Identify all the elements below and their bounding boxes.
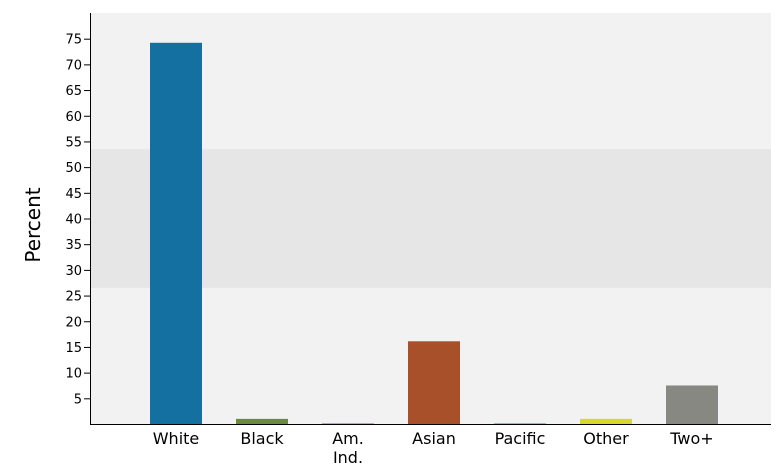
y-tick-label: 65	[65, 84, 82, 99]
bar-am-ind	[322, 423, 374, 424]
y-tick-label: 30	[65, 264, 82, 279]
x-category-label-line: Black	[240, 429, 284, 448]
y-tick-label: 75	[65, 33, 82, 48]
y-tick-label: 45	[65, 187, 82, 202]
y-tick-label: 5	[74, 392, 82, 407]
y-tick-label: 50	[65, 161, 82, 176]
x-category-label-line: Am.	[332, 429, 364, 448]
x-category-label-line: Ind.	[333, 448, 363, 467]
y-tick-label: 35	[65, 238, 82, 253]
y-tick-label: 60	[65, 110, 82, 125]
y-tick-label: 55	[65, 135, 82, 150]
bars	[150, 42, 718, 425]
y-tick-label: 20	[65, 315, 82, 330]
x-category-label: Two+	[669, 429, 713, 448]
x-category-label-line: Two+	[669, 429, 713, 448]
y-tick-label: 70	[65, 58, 82, 73]
x-category-label: Asian	[412, 429, 456, 448]
x-category-label: Black	[240, 429, 284, 448]
y-axis-title: Percent	[21, 187, 45, 262]
y-axis-ticks: 5 10 15 20 25 30 35 40 45 50 55 60 65 70 75	[65, 33, 90, 407]
highlight-band	[90, 149, 771, 288]
bar-black	[236, 418, 288, 424]
y-tick-label: 25	[65, 290, 82, 305]
x-category-label: Pacific	[495, 429, 546, 448]
x-category-label-line: White	[153, 429, 200, 448]
bar-asian	[408, 341, 460, 424]
bar-other	[580, 418, 632, 424]
y-tick-label: 15	[65, 341, 82, 356]
x-category-label-line: Other	[583, 429, 629, 448]
bar-white	[150, 42, 202, 425]
x-category-label-line: Pacific	[495, 429, 546, 448]
bar-two+	[666, 385, 718, 424]
x-category-label: White	[153, 429, 200, 448]
y-tick-label: 40	[65, 213, 82, 228]
bar-pacific	[494, 423, 546, 424]
x-category-label: Am. Ind.	[332, 429, 364, 467]
x-category-label: Other	[583, 429, 629, 448]
y-tick-label: 10	[65, 367, 82, 382]
x-category-label-line: Asian	[412, 429, 456, 448]
x-axis-labels: White Black Am. Ind. Asian Pacific Other Two+	[153, 429, 714, 467]
